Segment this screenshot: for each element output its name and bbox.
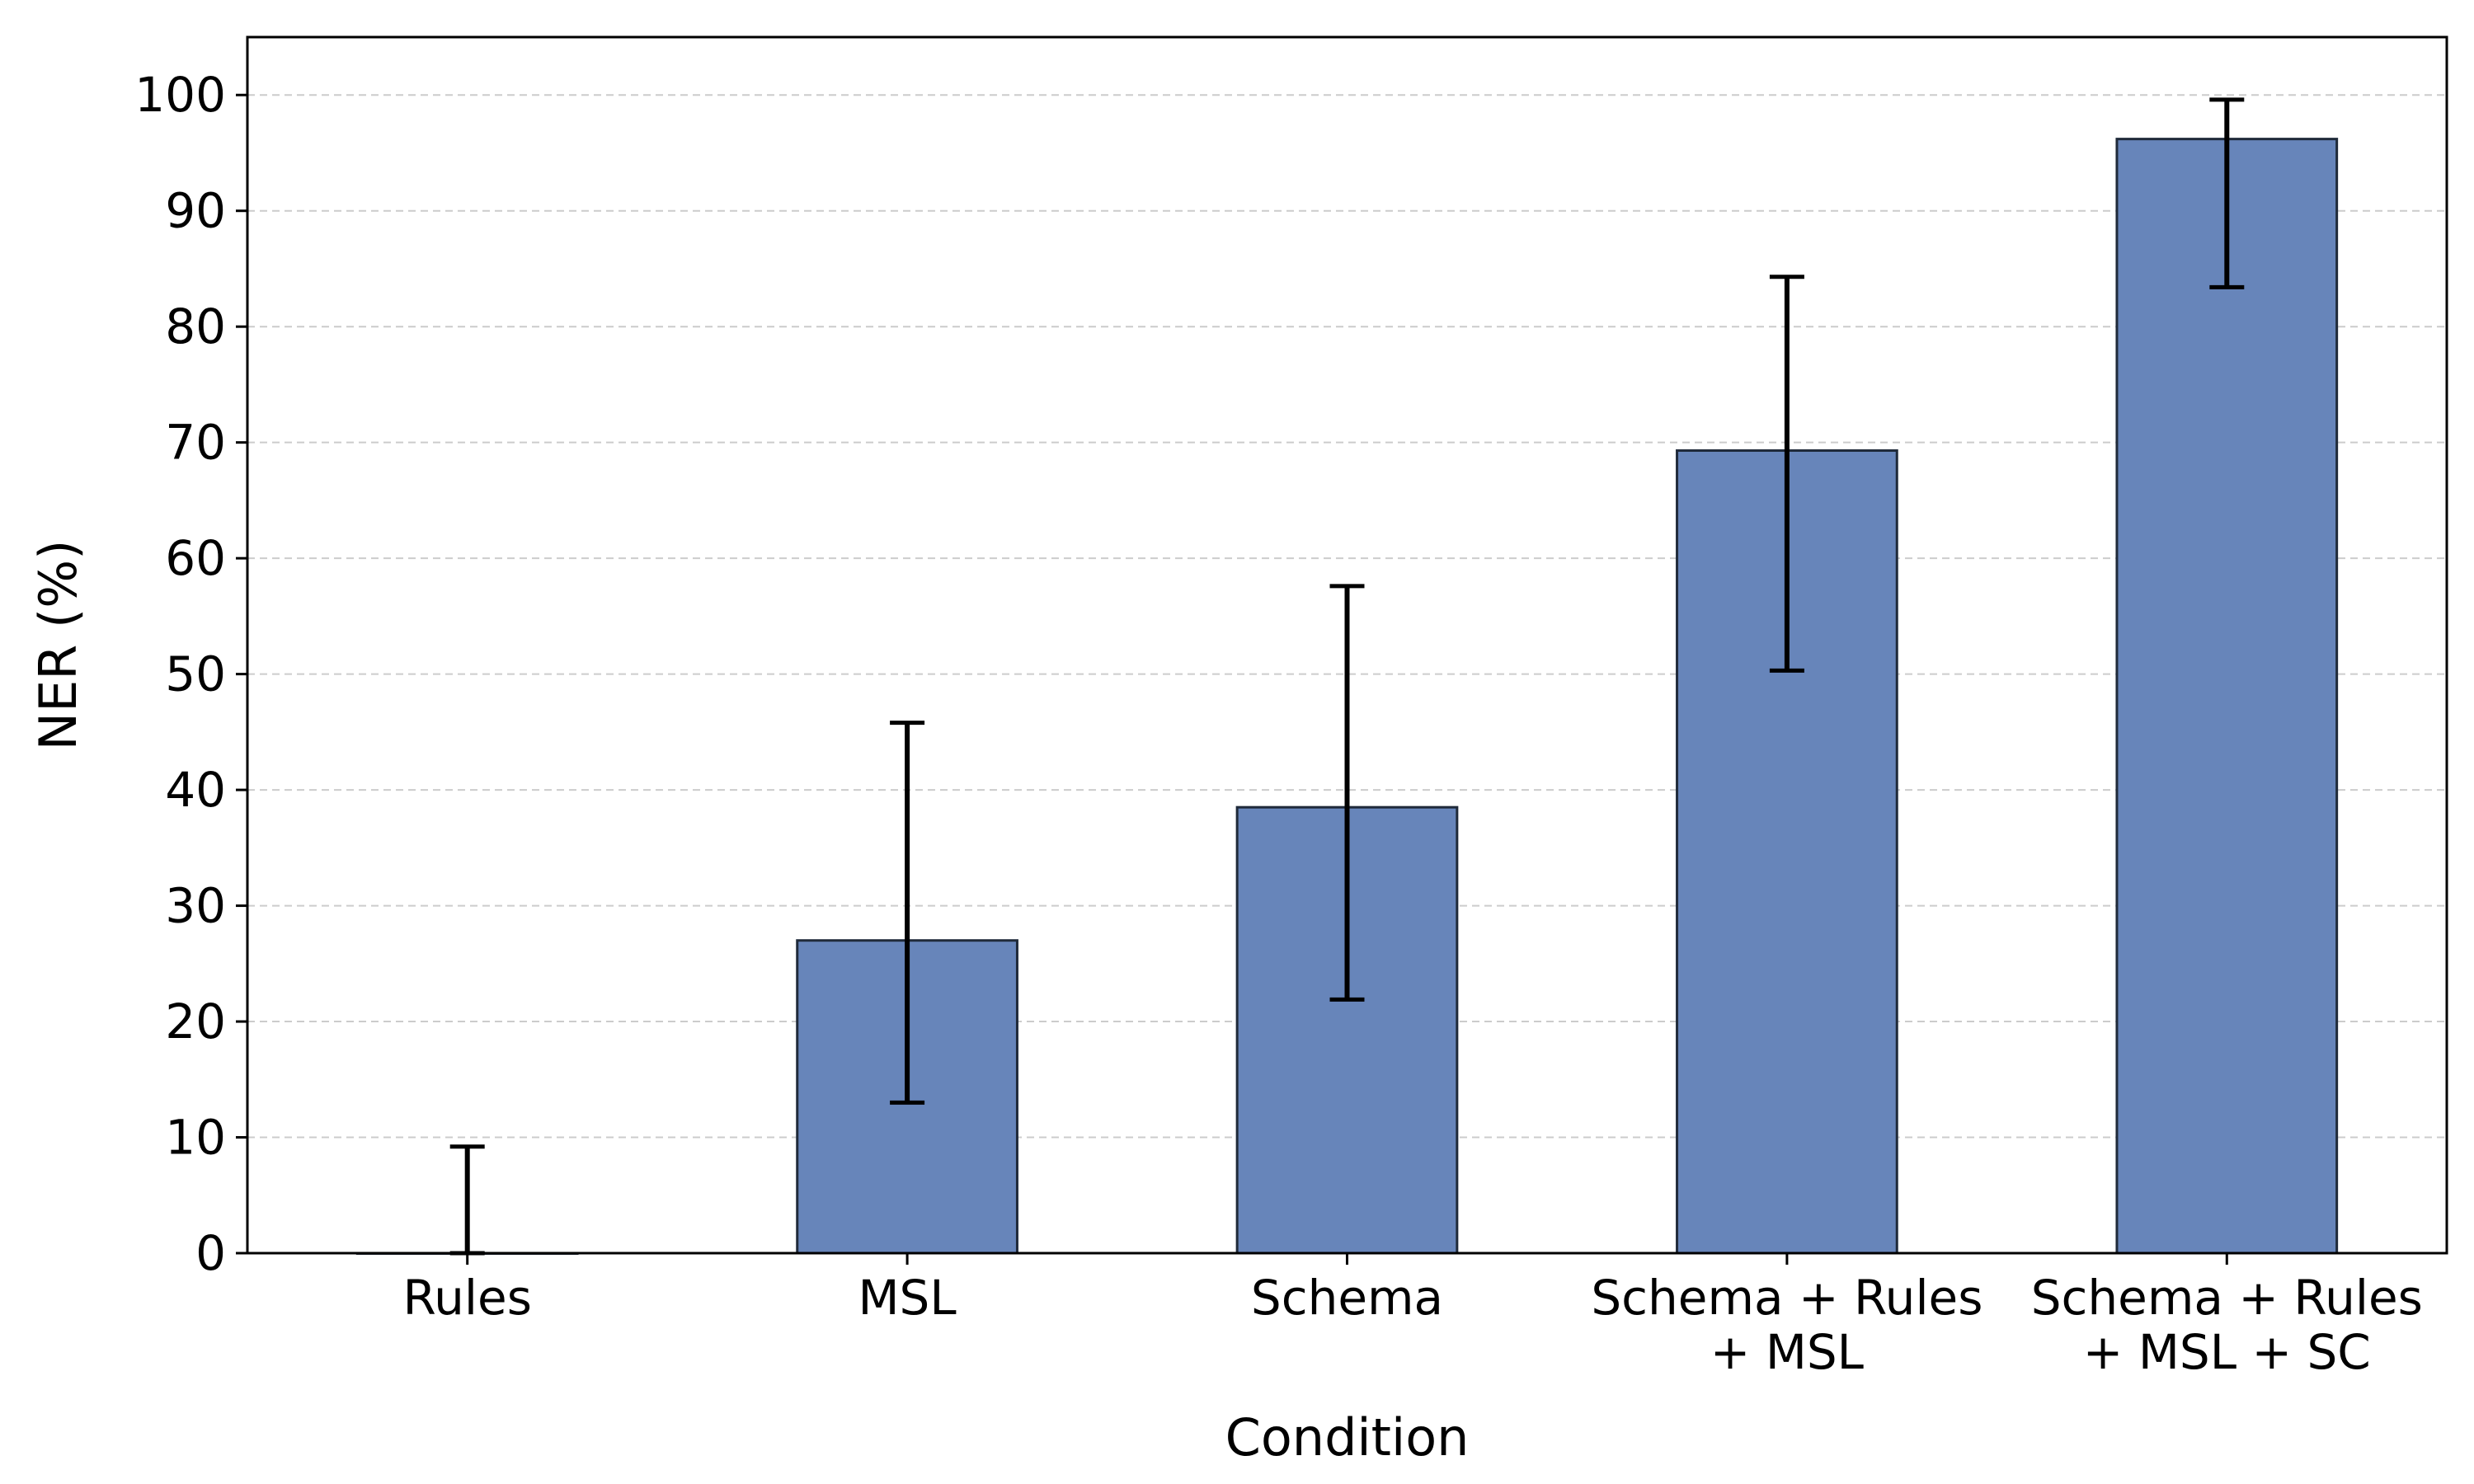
x-tick-label: Schema + Rules + MSL + SC bbox=[2031, 1270, 2423, 1380]
y-axis-label: NER (%) bbox=[28, 540, 88, 751]
x-tick-label-line: Rules bbox=[402, 1270, 531, 1326]
x-axis-ticks: Rules MSL Schema Schema + Rules + MSLSchema … bbox=[402, 1253, 2423, 1380]
x-tick-label: MSL bbox=[858, 1270, 957, 1326]
x-tick-label: Schema + Rules + MSL bbox=[1591, 1270, 1982, 1380]
x-tick-label-line: MSL bbox=[858, 1270, 957, 1326]
x-axis-label: Condition bbox=[1225, 1407, 1470, 1468]
y-tick-label: 100 bbox=[134, 67, 226, 123]
y-tick-label: 90 bbox=[165, 183, 226, 239]
bars bbox=[355, 138, 2339, 1255]
y-tick-label: 70 bbox=[165, 415, 226, 471]
y-tick-label: 40 bbox=[165, 762, 226, 818]
y-tick-label: 0 bbox=[195, 1225, 226, 1281]
x-tick-label: Schema bbox=[1251, 1270, 1443, 1326]
y-tick-label: 80 bbox=[165, 298, 226, 355]
x-tick-label-line: Schema + Rules bbox=[2031, 1270, 2423, 1326]
x-tick-label-line: Schema + Rules bbox=[1591, 1270, 1982, 1326]
y-axis-ticks: 0 10 20 30 40 50 60 70 80 90 100 bbox=[134, 67, 247, 1281]
error-bars bbox=[449, 97, 2245, 1256]
y-tick-label: 60 bbox=[165, 530, 226, 586]
y-tick-label: 20 bbox=[165, 993, 226, 1050]
x-tick-label-line: Schema bbox=[1251, 1270, 1443, 1326]
x-tick-label-line: + MSL + SC bbox=[2083, 1324, 2371, 1380]
y-tick-label: 30 bbox=[165, 878, 226, 934]
bar bbox=[2115, 138, 2339, 1255]
x-tick-label: Rules bbox=[402, 1270, 531, 1326]
y-tick-label: 10 bbox=[165, 1110, 226, 1166]
y-tick-label: 50 bbox=[165, 646, 226, 702]
x-tick-label-line: + MSL bbox=[1710, 1324, 1864, 1380]
